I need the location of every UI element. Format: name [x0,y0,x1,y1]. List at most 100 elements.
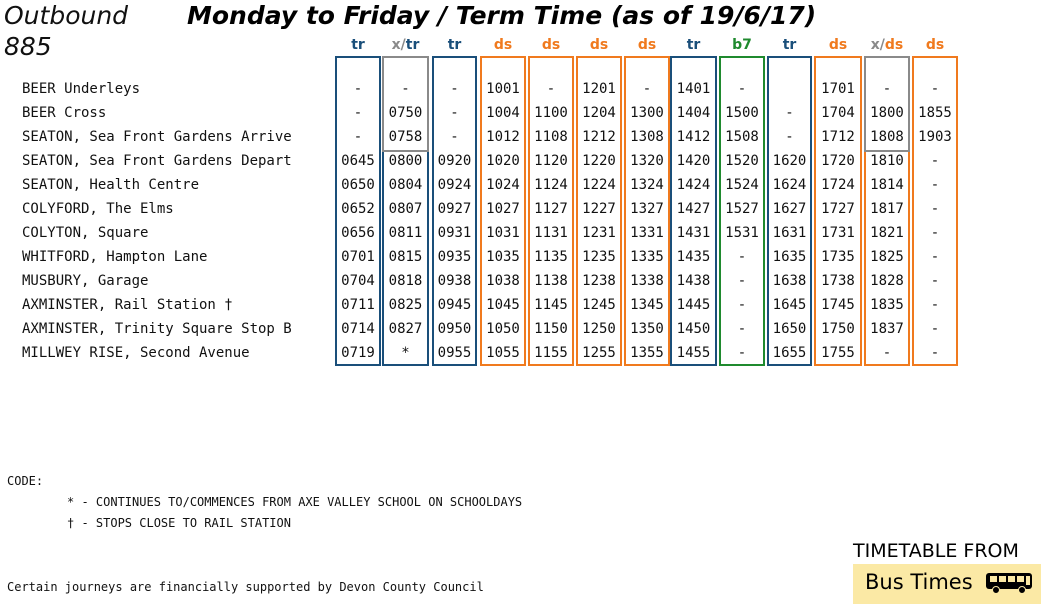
departure-time: 0650 [341,177,375,193]
departure-time: - [785,105,794,121]
departure-time: - [737,321,747,337]
departure-time: 1155 [534,345,568,361]
stop-name: SEATON, Sea Front Gardens Depart [22,153,292,169]
column-code: ds [622,37,672,53]
code-heading: CODE: [7,474,44,488]
departure-time: 1431 [676,225,711,241]
departure-time: 1035 [486,249,520,265]
departure-time: 0750 [388,105,423,121]
departure-time: 1735 [821,249,855,265]
column-code: ds [526,37,576,53]
departure-time: 1520 [725,153,759,169]
stop-name: BEER Underleys [22,81,141,97]
departure-time: - [785,129,794,145]
departure-time: 1327 [630,201,664,217]
departure-time: 1738 [821,273,855,289]
departure-time: 1435 [676,249,711,265]
column-code-part: x/ [870,37,885,53]
departure-time: - [930,345,940,361]
departure-time: 1800 [870,105,904,121]
service-title: Outbound 885 [4,0,128,62]
departure-time: 0815 [388,249,423,265]
departure-time: 1150 [534,321,568,337]
departure-time: 1620 [772,153,807,169]
departure-time: - [353,105,363,121]
departure-time: 1338 [630,273,664,289]
stop-name: COLYTON, Square [22,225,149,241]
departure-time: * [401,345,410,361]
departure-time: 1038 [486,273,520,289]
departure-time: 0645 [341,153,375,169]
departure-time: - [930,81,940,97]
stop-name: AXMINSTER, Trinity Square Stop B [22,321,292,337]
column-code: tr [669,37,719,53]
departure-time: 1238 [582,273,616,289]
column-code: tr [430,37,480,53]
stop-name: AXMINSTER, Rail Station † [22,297,233,313]
departure-time: 1420 [676,153,711,169]
departure-time: 1828 [870,273,904,289]
departure-time: - [353,129,363,145]
departure-time: 0656 [341,225,375,241]
journey-column [719,56,765,366]
departure-time: 1335 [630,249,664,265]
departure-time: 1412 [676,129,711,145]
departure-time: 1024 [486,177,520,193]
departure-time: - [930,177,940,193]
departure-time: 1401 [676,81,711,97]
bus-times-logo[interactable]: TIMETABLE FROM Bus Times [853,540,1041,604]
departure-time: 1108 [534,129,568,145]
journey-column [335,56,381,366]
departure-time: 1627 [772,201,807,217]
departure-time: 0945 [437,297,472,313]
column-code: ds [910,37,960,53]
departure-time: 1027 [486,201,520,217]
departure-time: 1500 [725,105,759,121]
departure-time: 1131 [534,225,568,241]
departure-time: 1527 [725,201,759,217]
departure-time: 1055 [486,345,520,361]
departure-time: 1138 [534,273,568,289]
departure-time: 1120 [534,153,568,169]
departure-time: 1212 [582,129,616,145]
departure-time: 1127 [534,201,568,217]
journey-column [480,56,526,366]
departure-time: 1220 [582,153,616,169]
departure-time: 1438 [676,273,711,289]
departure-time: - [930,225,940,241]
departure-time: 1231 [582,225,616,241]
departure-time: 1427 [676,201,711,217]
departure-time: 1825 [870,249,904,265]
departure-time: - [450,105,459,121]
journey-column [432,56,477,366]
departure-time: 1100 [534,105,568,121]
departure-time: 1835 [870,297,904,313]
departure-time: - [450,81,459,97]
departure-time: 0938 [437,273,472,289]
column-code-part: tr [447,37,462,53]
departure-time: 1445 [676,297,711,313]
funding-note: Certain journeys are financially support… [7,580,484,594]
departure-time: 1324 [630,177,664,193]
departure-time: 0825 [388,297,423,313]
departure-time: 0711 [341,297,375,313]
stop-name: BEER Cross [22,105,107,121]
departure-time: 1624 [772,177,807,193]
departure-time: 0935 [437,249,472,265]
column-code-part: ds [493,37,513,53]
departure-time: 1645 [772,297,807,313]
departure-time: 0719 [341,345,375,361]
brand-box: Bus Times [853,564,1041,604]
journey-column [382,56,429,152]
departure-time: 0924 [437,177,472,193]
departure-time: 0811 [388,225,423,241]
journey-column [670,56,717,366]
departure-time: 1204 [582,105,616,121]
stop-name: MUSBURY, Garage [22,273,149,289]
departure-time: 1508 [725,129,759,145]
departure-time: 1250 [582,321,616,337]
departure-time: - [642,81,652,97]
column-code-part: ds [925,37,945,53]
departure-time: 1050 [486,321,520,337]
departure-time: 0704 [341,273,375,289]
